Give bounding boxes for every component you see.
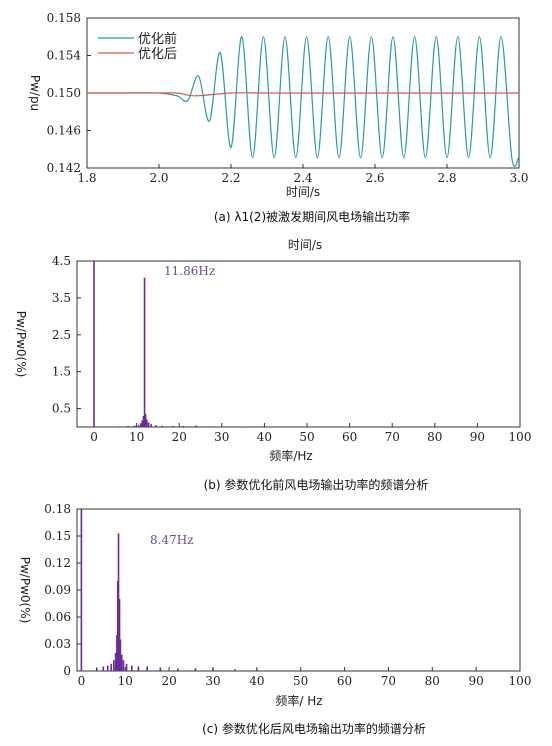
x-tick-label: 90 bbox=[470, 430, 485, 444]
plot-frame-c bbox=[76, 508, 521, 672]
x-tick-label: 80 bbox=[427, 430, 442, 444]
ticks-c: 0 10 20 30 40 50 60 70 80 90 100 0 0.03 0.06 0.09 0.12 0… bbox=[44, 502, 531, 688]
y-tick-label: 0.146 bbox=[47, 124, 81, 138]
x-tick-label: 60 bbox=[342, 430, 357, 444]
y-tick-label: 1.5 bbox=[52, 365, 71, 379]
x-tick-label: 20 bbox=[161, 674, 176, 688]
x-tick-label: 50 bbox=[299, 430, 314, 444]
caption-b: (b) 参数优化前风电场输出功率的频谱分析 bbox=[204, 477, 429, 492]
y-axis-label-c: Pw/Pw0(%) bbox=[18, 557, 32, 624]
y-tick-label: 0.158 bbox=[47, 11, 81, 25]
legend-label-before: 优化前 bbox=[138, 31, 177, 47]
x-tick-label: 2.2 bbox=[221, 171, 240, 185]
series-line-before bbox=[87, 36, 520, 167]
y-tick-label: 0 bbox=[63, 664, 71, 678]
x-tick-label: 10 bbox=[118, 674, 133, 688]
panel-c: 0 10 20 30 40 50 60 70 80 90 100 0 0.03 0.06 0.09 0.12 0… bbox=[18, 502, 531, 736]
y-tick-label: 0.15 bbox=[44, 529, 71, 543]
x-axis-label-c: 频率/ Hz bbox=[275, 693, 322, 708]
bars-c bbox=[80, 509, 258, 671]
x-tick-label: 0 bbox=[90, 430, 98, 444]
x-axis-label-b: 频率/Hz bbox=[269, 448, 312, 463]
x-tick-label: 90 bbox=[468, 674, 483, 688]
x-tick-label: 1.8 bbox=[77, 171, 96, 185]
x-tick-label: 70 bbox=[385, 430, 400, 444]
y-tick-label: 0.142 bbox=[47, 161, 81, 175]
x-tick-label: 40 bbox=[257, 430, 272, 444]
panel-a: 1.8 2.0 2.2 2.4 2.6 2.8 3.0 0.142 0.146 0.150 0.15… bbox=[28, 11, 529, 224]
y-tick-label: 0.03 bbox=[44, 637, 71, 651]
plot-frame-b bbox=[76, 260, 521, 428]
x-tick-label: 20 bbox=[172, 430, 187, 444]
bars-b bbox=[93, 261, 244, 427]
x-tick-label: 30 bbox=[214, 430, 229, 444]
ticks-a: 1.8 2.0 2.2 2.4 2.6 2.8 3.0 0.142 0.146 0.150 0.15… bbox=[47, 11, 529, 185]
caption-c: (c) 参数优化后风电场输出功率的频谱分析 bbox=[202, 721, 426, 736]
y-tick-label: 0.18 bbox=[44, 502, 71, 516]
x-tick-label: 80 bbox=[425, 674, 440, 688]
x-tick-label: 10 bbox=[129, 430, 144, 444]
x-tick-label: 2.6 bbox=[365, 171, 384, 185]
x-tick-label: 3.0 bbox=[509, 171, 528, 185]
x-tick-label: 0 bbox=[78, 674, 86, 688]
y-tick-label: 4.5 bbox=[52, 254, 71, 268]
y-tick-label: 2.5 bbox=[52, 328, 71, 342]
lines-a bbox=[87, 36, 520, 167]
peak-annotation-c: 8.47Hz bbox=[150, 533, 194, 547]
x-tick-label: 70 bbox=[381, 674, 396, 688]
x-tick-label: 2.4 bbox=[293, 171, 312, 185]
y-tick-label: 0.150 bbox=[47, 86, 81, 100]
legend-label-after: 优化后 bbox=[138, 47, 177, 62]
ticks-b: 0 10 20 30 40 50 60 70 80 90 100 0.5 1.5 2.5 3.5 4.5 bbox=[52, 254, 532, 444]
title-b: 时间/s bbox=[288, 238, 322, 252]
y-axis-label-a: Pw/pu bbox=[28, 75, 42, 111]
y-tick-label: 0.5 bbox=[52, 402, 71, 416]
y-tick-label: 0.06 bbox=[44, 610, 71, 624]
panel-b: 时间/s 0 10 20 30 40 50 60 70 80 90 100 0.5 1.5 2.5 3.5 4… bbox=[14, 238, 531, 492]
x-tick-label: 30 bbox=[205, 674, 220, 688]
x-tick-label: 40 bbox=[249, 674, 264, 688]
x-tick-label: 100 bbox=[509, 674, 532, 688]
x-axis-label-a: 时间/s bbox=[286, 185, 320, 199]
x-tick-label: 2.8 bbox=[437, 171, 456, 185]
peak-annotation-b: 11.86Hz bbox=[164, 264, 215, 278]
y-tick-label: 0.09 bbox=[44, 583, 71, 597]
y-tick-label: 0.12 bbox=[44, 556, 71, 570]
y-tick-label: 3.5 bbox=[52, 291, 71, 305]
caption-a: (a) λ1(2)被激发期间风电场输出功率 bbox=[214, 209, 410, 224]
y-axis-label-b: Pw/Pw0(%) bbox=[14, 311, 28, 378]
series-line-after bbox=[87, 92, 519, 97]
y-tick-label: 0.154 bbox=[47, 49, 82, 63]
x-tick-label: 100 bbox=[509, 430, 532, 444]
x-tick-label: 50 bbox=[293, 674, 308, 688]
x-tick-label: 2.0 bbox=[149, 171, 168, 185]
x-tick-label: 60 bbox=[337, 674, 352, 688]
